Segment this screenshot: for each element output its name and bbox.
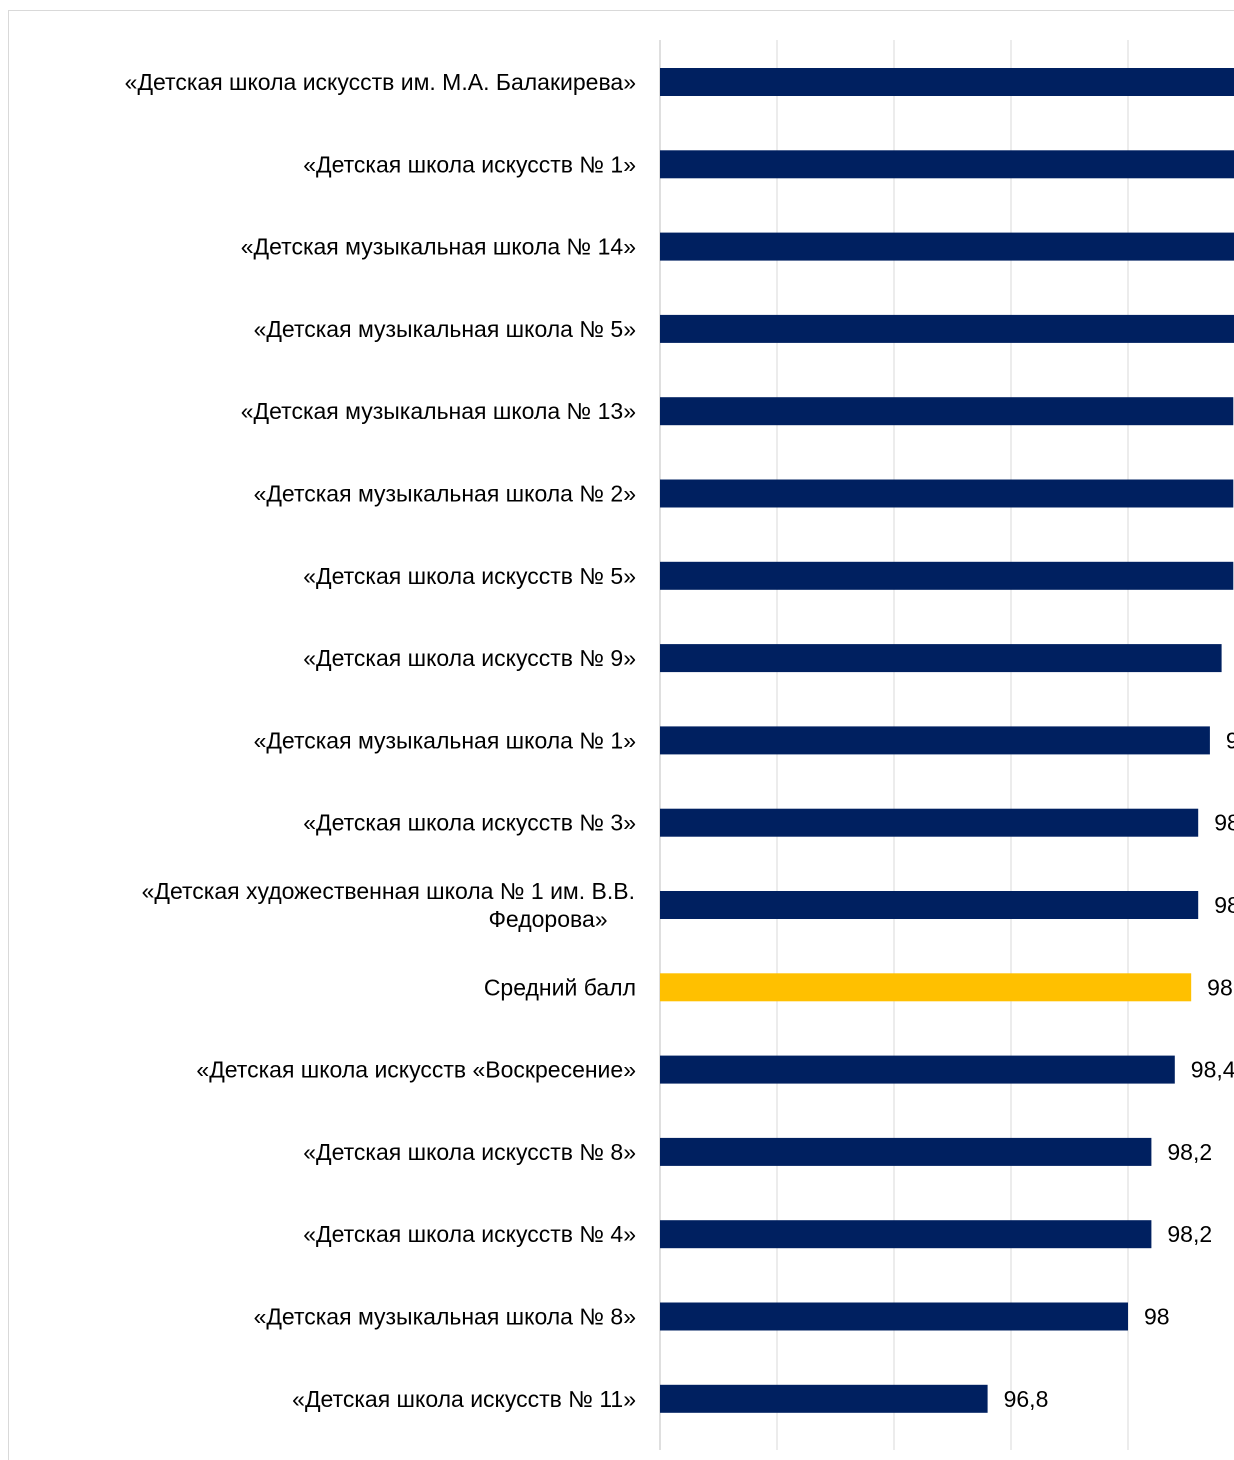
bar xyxy=(660,644,1222,673)
category-label: «Детская школа искусств № 3» xyxy=(303,810,636,836)
bar xyxy=(660,1137,1152,1166)
category-label: «Детская музыкальная школа № 5» xyxy=(254,316,636,342)
bar xyxy=(660,314,1234,343)
category-label: «Детская школа искусств им. М.А. Балакир… xyxy=(125,69,636,95)
bar xyxy=(660,726,1210,755)
bar xyxy=(660,1220,1152,1249)
bar xyxy=(660,1302,1128,1331)
category-label: «Детская художественная школа № 1 им. В.… xyxy=(142,878,635,932)
bar xyxy=(660,68,1234,96)
bar xyxy=(660,397,1234,426)
bar-average xyxy=(660,973,1192,1002)
value-label: 98,4 xyxy=(1191,1057,1234,1083)
category-label: Средний балл xyxy=(484,974,636,1000)
category-label: «Детская школа искусств № 11» xyxy=(292,1386,636,1412)
bar xyxy=(660,1055,1175,1084)
bar xyxy=(660,479,1234,508)
bar xyxy=(660,891,1199,919)
value-label: 96,8 xyxy=(1004,1386,1049,1412)
value-label: 98,54 xyxy=(1207,974,1234,1000)
value-label: 98,6 xyxy=(1214,810,1234,836)
category-label: «Детская школа искусств № 1» xyxy=(303,151,636,177)
value-label: 98 xyxy=(1144,1304,1170,1330)
value-label: 98,2 xyxy=(1167,1221,1212,1247)
category-label: «Детская школа искусств № 5» xyxy=(303,563,636,589)
bar xyxy=(660,561,1234,590)
chart-frame xyxy=(8,10,1234,1460)
category-label: «Детская музыкальная школа № 13» xyxy=(241,398,636,424)
value-label: 9 xyxy=(1226,727,1234,753)
category-label: «Детская школа искусств № 9» xyxy=(303,645,636,671)
category-label: «Детская музыкальная школа № 2» xyxy=(254,481,636,507)
bar xyxy=(660,808,1199,837)
category-label: «Детская музыкальная школа № 1» xyxy=(254,727,636,753)
category-label: «Детская школа искусств № 8» xyxy=(303,1139,636,1165)
category-label: «Детская музыкальная школа № 8» xyxy=(254,1304,636,1330)
value-label: 98,6 xyxy=(1214,892,1234,918)
value-label: 98,2 xyxy=(1167,1139,1212,1165)
category-label: «Детская школа искусств № 4» xyxy=(303,1221,636,1247)
bars xyxy=(660,68,1234,1413)
category-labels: «Детская школа искусств им. М.А. Балакир… xyxy=(125,69,636,1412)
category-label: «Детская музыкальная школа № 14» xyxy=(241,234,636,260)
bar xyxy=(660,150,1234,179)
bar xyxy=(660,1384,988,1413)
category-label: «Детская школа искусств «Воскресение» xyxy=(196,1057,636,1083)
bar xyxy=(660,232,1234,261)
